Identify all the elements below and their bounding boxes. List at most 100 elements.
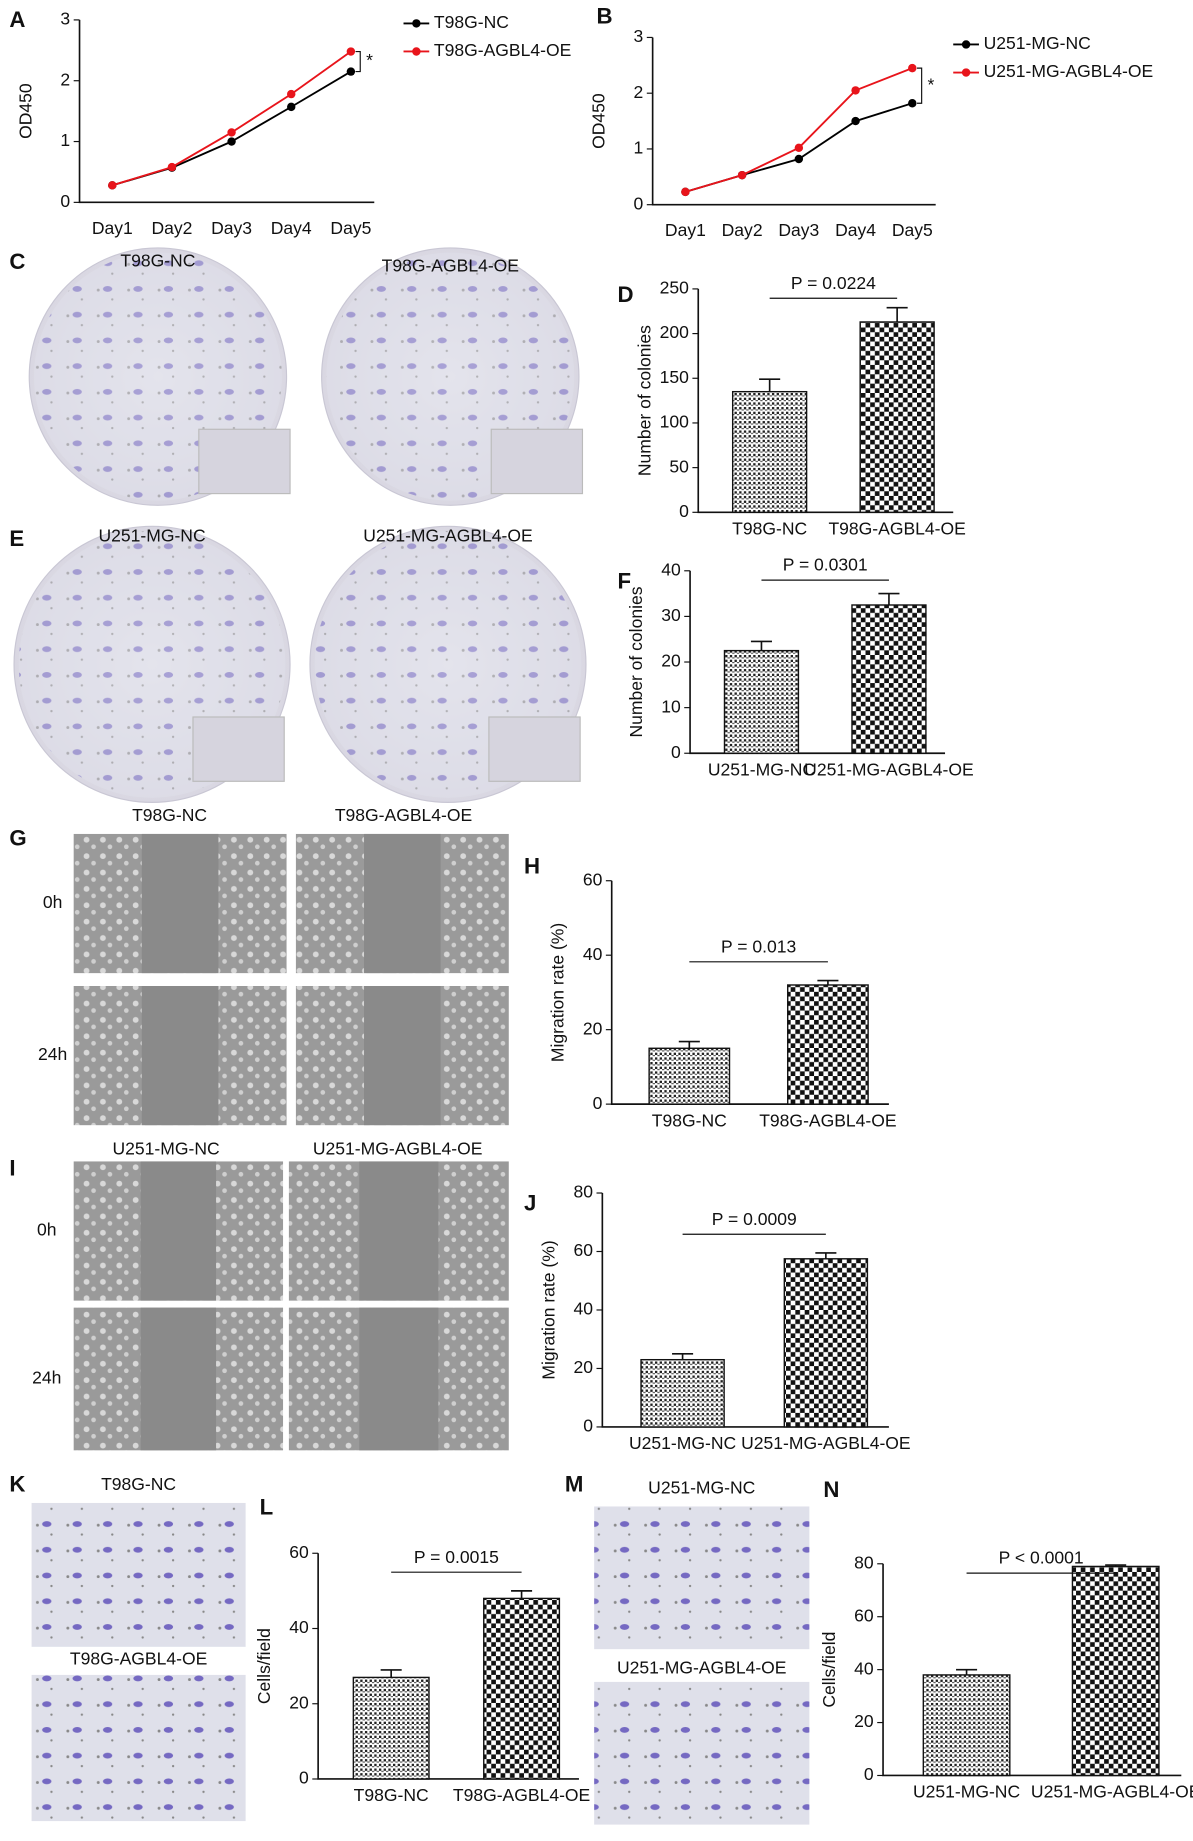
significance-bracket (355, 50, 361, 73)
image-label: T98G-AGBL4-OE (382, 255, 519, 275)
row-label: 24h (32, 1368, 61, 1388)
panel-letter: G (9, 826, 26, 851)
image-label: U251-MG-NC (648, 1478, 755, 1498)
x-tick-label: T98G-NC (732, 518, 807, 538)
data-point (794, 143, 804, 153)
wound-gap (141, 833, 219, 974)
x-tick-label: T98G-AGBL4-OE (759, 1110, 896, 1130)
data-point (108, 181, 117, 190)
y-tick-label: 40 (854, 1658, 874, 1678)
x-tick-label: Day4 (835, 220, 876, 240)
micrograph (594, 1506, 810, 1650)
panel-letter: I (9, 1156, 15, 1181)
row-label: 24h (38, 1044, 67, 1064)
panel-letter: N (823, 1477, 839, 1502)
data-point (908, 99, 917, 108)
x-tick-label: Day3 (211, 218, 252, 238)
panel-letter: F (618, 568, 632, 593)
p-value: P = 0.0301 (783, 555, 868, 575)
bar (648, 1047, 731, 1105)
y-axis-label: Number of colonies (626, 586, 646, 737)
image-label: U251-MG-NC (98, 526, 205, 546)
axes (651, 37, 936, 206)
y-axis-label: Number of colonies (634, 325, 654, 476)
x-tick-label: T98G-AGBL4-OE (453, 1785, 590, 1805)
series-line (685, 67, 913, 193)
y-tick-label: 80 (854, 1552, 874, 1572)
data-point (908, 63, 917, 73)
image-label: U251-MG-NC (113, 1138, 220, 1158)
panel-letter: C (9, 249, 25, 274)
panel-letter: K (9, 1471, 25, 1496)
data-point (851, 116, 860, 126)
significance-bracket (916, 67, 923, 104)
panel-letter: D (618, 282, 634, 307)
panel-letter: J (524, 1191, 536, 1216)
error-bar (678, 1040, 700, 1049)
y-tick-label: 40 (573, 1299, 593, 1319)
x-tick-label: Day2 (151, 218, 192, 238)
x-tick-label: U251-MG-AGBL4-OE (804, 759, 974, 779)
legend-label: T98G-NC (434, 12, 509, 32)
micrograph (31, 1502, 246, 1647)
row-label: 0h (37, 1220, 57, 1240)
y-axis-label: Migration rate (%) (538, 1240, 558, 1379)
image-label: U251-MG-AGBL4-OE (363, 526, 533, 546)
data-point (737, 170, 747, 180)
image-label: T98G-NC (132, 805, 207, 825)
y-axis-label: Cells/field (819, 1632, 839, 1708)
wound-gap (140, 1161, 217, 1301)
y-tick-label: 60 (854, 1605, 874, 1625)
inset-image (488, 716, 581, 782)
y-axis-label: OD450 (589, 93, 609, 149)
y-tick-label: 3 (60, 9, 70, 29)
axes (78, 19, 375, 204)
x-tick-label: T98G-AGBL4-OE (828, 518, 965, 538)
legend-marker (412, 47, 421, 56)
panel-letter: L (260, 1495, 274, 1520)
y-tick-label: 100 (660, 412, 690, 432)
legend-marker (961, 40, 971, 49)
micrograph (31, 1674, 246, 1822)
inset-image (198, 428, 291, 495)
x-tick-label: Day1 (665, 220, 706, 240)
x-tick-label: Day5 (892, 220, 933, 240)
y-tick-label: 0 (679, 501, 689, 521)
data-point (346, 47, 356, 56)
y-axis-label: Cells/field (254, 1628, 274, 1704)
bar (731, 390, 808, 514)
x-tick-label: Day5 (330, 218, 371, 238)
legend-label: T98G-AGBL4-OE (434, 40, 571, 60)
y-tick-label: 3 (634, 26, 644, 46)
data-point (287, 89, 296, 99)
error-bar (886, 306, 908, 322)
significance-label: * (366, 50, 373, 70)
y-tick-label: 50 (669, 456, 689, 476)
wound-gap (141, 985, 219, 1126)
y-tick-label: 40 (661, 559, 681, 579)
panel-letter: M (565, 1471, 584, 1496)
y-tick-label: 0 (583, 1416, 593, 1436)
y-tick-label: 20 (573, 1357, 593, 1377)
y-tick-label: 2 (634, 82, 644, 102)
y-tick-label: 0 (593, 1093, 603, 1113)
image-label: T98G-AGBL4-OE (70, 1648, 207, 1668)
y-tick-label: 0 (864, 1764, 874, 1784)
legend-label: U251-MG-NC (984, 33, 1091, 53)
error-bar (1105, 1564, 1127, 1567)
data-point (346, 67, 356, 76)
panel-letter: B (596, 3, 612, 28)
y-tick-label: 80 (573, 1182, 593, 1202)
y-tick-label: 2 (60, 69, 70, 89)
y-tick-label: 20 (661, 651, 681, 671)
y-tick-label: 60 (573, 1240, 593, 1260)
x-tick-label: Day3 (778, 220, 819, 240)
wound-gap (359, 1161, 439, 1301)
legend-marker (961, 68, 971, 77)
bar (851, 604, 927, 754)
wound-gap (364, 833, 441, 974)
error-bar (956, 1668, 978, 1675)
wound-gap (140, 1307, 217, 1451)
error-bar (511, 1590, 533, 1599)
